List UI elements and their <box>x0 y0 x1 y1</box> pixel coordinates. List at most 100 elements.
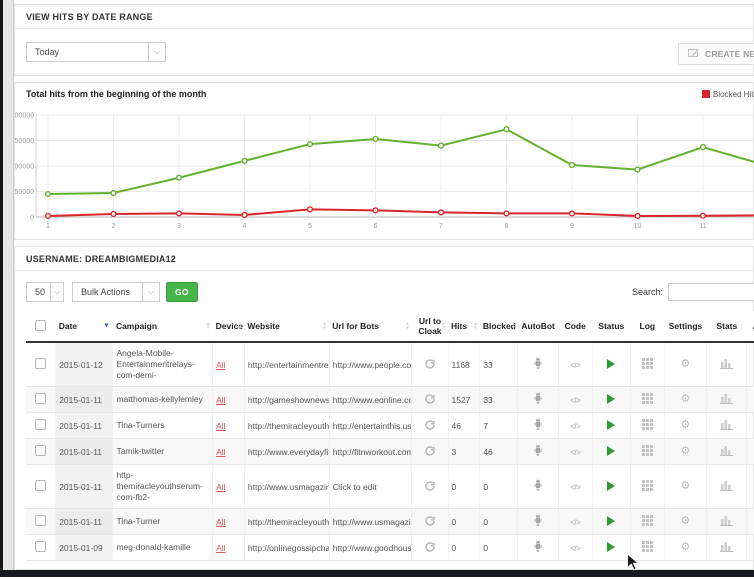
bar-chart-icon[interactable] <box>719 516 734 528</box>
code-icon[interactable]: </> <box>570 360 581 370</box>
android-robot-icon[interactable] <box>532 418 544 433</box>
row-select-checkbox[interactable] <box>35 419 47 431</box>
column-header-url_to_cloak[interactable]: Url to Cloak ▲ ▼ <box>411 311 448 343</box>
cell-blocked: 0 <box>479 464 519 510</box>
cell-settings: ⚙ <box>664 412 708 440</box>
device-link[interactable]: All <box>216 420 226 431</box>
campaigns-table: Date ▼ Campaign ▲ ▼ Device ▲ ▼ Website ▲ ▼ Url for … <box>26 311 754 562</box>
log-grid-icon[interactable] <box>641 480 653 493</box>
cell-select <box>26 464 57 510</box>
device-link[interactable]: All <box>216 542 226 553</box>
cell-stats <box>706 508 748 536</box>
refresh-icon[interactable] <box>424 542 436 555</box>
refresh-icon[interactable] <box>424 516 436 529</box>
column-header-date[interactable]: Date ▼ <box>55 311 113 343</box>
column-label: Campaign <box>115 321 158 331</box>
android-robot-icon[interactable] <box>532 444 544 459</box>
bar-chart-icon[interactable] <box>719 542 734 554</box>
log-grid-icon[interactable] <box>641 393 653 406</box>
bar-chart-icon[interactable] <box>719 394 734 406</box>
cell-stats <box>706 342 748 388</box>
bulk-actions-select[interactable]: Bulk Actions ⌵ <box>72 282 160 302</box>
play-icon[interactable] <box>607 419 616 432</box>
sort-arrows-icon[interactable]: ▲ ▼ <box>472 321 478 331</box>
refresh-icon[interactable] <box>424 419 436 433</box>
column-header-device[interactable]: Device ▲ ▼ <box>212 311 245 343</box>
gear-icon[interactable]: ⚙ <box>680 541 691 554</box>
sort-arrows-icon[interactable]: ▲ ▼ <box>237 321 243 331</box>
play-icon[interactable] <box>607 358 616 371</box>
bar-chart-icon[interactable] <box>719 446 734 458</box>
log-grid-icon[interactable] <box>641 515 653 528</box>
go-button[interactable]: GO <box>166 282 198 302</box>
android-robot-icon[interactable] <box>532 392 544 407</box>
refresh-icon[interactable] <box>424 480 436 494</box>
log-grid-icon[interactable] <box>641 358 653 371</box>
sort-arrows-icon[interactable]: ▲ ▼ <box>405 321 410 331</box>
play-icon[interactable] <box>607 541 616 554</box>
log-grid-icon[interactable] <box>641 419 653 432</box>
code-icon[interactable]: </> <box>570 482 581 492</box>
code-icon[interactable]: </> <box>570 517 581 527</box>
play-icon[interactable] <box>607 393 616 406</box>
android-robot-icon[interactable] <box>532 479 544 494</box>
sort-arrows-icon[interactable]: ▲ ▼ <box>205 321 211 331</box>
row-select-checkbox[interactable] <box>35 515 47 527</box>
window-left-edge <box>0 0 3 571</box>
code-icon[interactable]: </> <box>570 447 581 457</box>
column-header-archive: Archive <box>746 311 754 343</box>
gear-icon[interactable]: ⚙ <box>680 358 691 371</box>
table-row: 2015-01-11 Tamik-twitter All http://www.eve… <box>26 438 754 466</box>
column-header-campaign[interactable]: Campaign ▲ ▼ <box>112 311 213 343</box>
gear-icon[interactable]: ⚙ <box>680 445 691 458</box>
sort-desc-icon[interactable]: ▼ <box>103 322 110 330</box>
play-icon[interactable] <box>607 515 616 528</box>
play-icon[interactable] <box>607 445 616 458</box>
sort-arrows-icon[interactable]: ▲ ▼ <box>441 321 446 331</box>
log-grid-icon[interactable] <box>641 541 653 554</box>
column-header-hits[interactable]: Hits ▲ ▼ <box>448 311 480 343</box>
device-link[interactable]: All <box>216 394 226 405</box>
refresh-icon[interactable] <box>424 393 436 407</box>
column-header-url_for_bots[interactable]: Url for Bots ▲ ▼ <box>329 311 412 343</box>
row-select-checkbox[interactable] <box>35 358 47 370</box>
select-all-checkbox[interactable] <box>35 319 47 331</box>
bar-chart-icon[interactable] <box>719 359 734 371</box>
column-header-status: Status <box>592 311 631 343</box>
cell-url_for_bots: http://fitnworkout.com/ <box>329 438 413 466</box>
android-robot-icon[interactable] <box>532 514 544 529</box>
refresh-icon[interactable] <box>424 358 436 372</box>
row-select-checkbox[interactable] <box>35 393 47 405</box>
sort-arrows-icon[interactable]: ▲ ▼ <box>322 321 328 331</box>
code-icon[interactable]: </> <box>570 395 581 405</box>
refresh-icon[interactable] <box>424 445 436 459</box>
column-header-blocked[interactable]: Blocked ▲ ▼ <box>479 311 518 343</box>
create-campaign-button[interactable]: CREATE NEW CAMPAIGN <box>678 43 754 65</box>
device-link[interactable]: All <box>216 446 226 457</box>
gear-icon[interactable]: ⚙ <box>680 419 691 432</box>
page-size-select[interactable]: 50 ⌵ <box>26 282 64 302</box>
device-link[interactable]: All <box>216 481 226 492</box>
column-header-website[interactable]: Website ▲ ▼ <box>244 311 330 343</box>
chart-panel: Total hits from the beginning of the mon… <box>11 82 754 240</box>
code-icon[interactable]: </> <box>570 421 581 431</box>
row-select-checkbox[interactable] <box>35 480 47 492</box>
android-robot-icon[interactable] <box>532 540 544 555</box>
row-select-checkbox[interactable] <box>35 445 47 457</box>
column-label: Website <box>247 321 280 331</box>
gear-icon[interactable]: ⚙ <box>680 480 691 493</box>
date-range-select[interactable]: Today ⌵ <box>26 42 166 62</box>
row-select-checkbox[interactable] <box>35 541 47 553</box>
device-link[interactable]: All <box>216 516 226 527</box>
sort-arrows-icon[interactable]: ▲ ▼ <box>511 321 516 331</box>
device-link[interactable]: All <box>216 359 226 370</box>
search-input[interactable] <box>668 283 754 301</box>
log-grid-icon[interactable] <box>641 445 653 458</box>
bar-chart-icon[interactable] <box>719 420 734 432</box>
gear-icon[interactable]: ⚙ <box>680 393 691 406</box>
bar-chart-icon[interactable] <box>719 481 734 493</box>
gear-icon[interactable]: ⚙ <box>680 515 691 528</box>
android-robot-icon[interactable] <box>532 357 544 372</box>
code-icon[interactable]: </> <box>570 543 581 553</box>
play-icon[interactable] <box>607 480 616 493</box>
